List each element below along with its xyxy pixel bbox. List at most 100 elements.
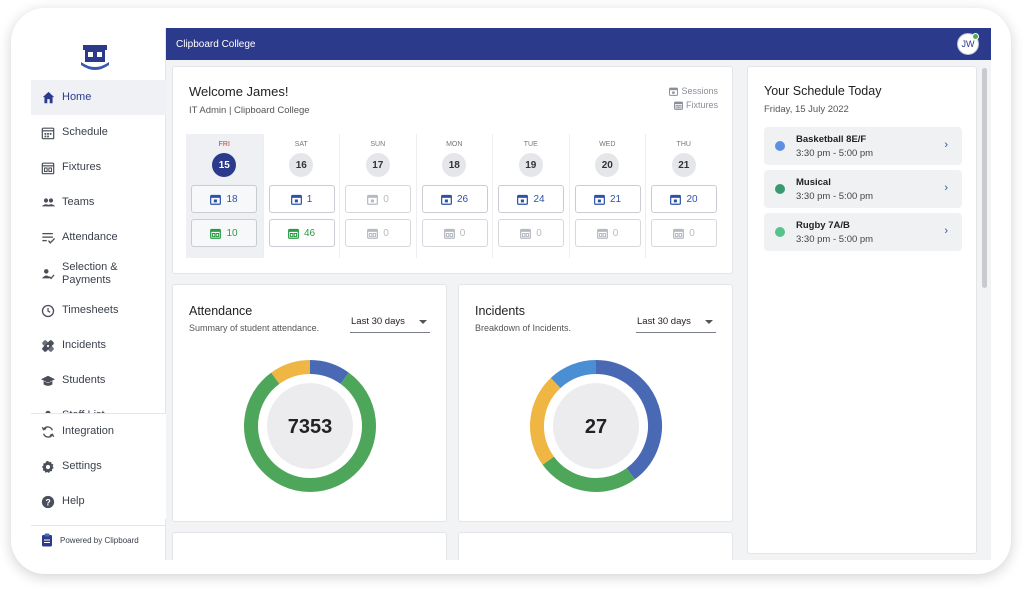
incidents-range-select[interactable]: Last 30 days [636,316,716,333]
bottom-card-left [172,532,447,560]
legend-sessions: Sessions [669,84,718,98]
fixtures-count: 46 [303,227,316,239]
chevron-right-icon: › [944,139,948,151]
clock-icon [40,303,56,319]
day-date[interactable]: 18 [442,153,467,177]
sidebar-item-help[interactable]: ? Help [31,484,166,519]
sessions-count: 24 [533,193,545,205]
schedule-event[interactable]: Rugby 7A/B 3:30 pm - 5:00 pm › [764,213,962,251]
donut-center [267,383,353,469]
fixtures-count-button[interactable]: 0 [498,219,564,247]
sidebar-item-label: Students [62,374,106,386]
sidebar-item-integration[interactable]: Integration [31,414,166,449]
home-icon [40,90,56,106]
donut-segment[interactable] [244,372,376,492]
sidebar-item-label: Home [62,91,92,103]
main-content: Welcome James! IT Admin | Clipboard Coll… [166,60,991,560]
sidebar-item-schedule[interactable]: Schedule [31,115,166,150]
fixtures-count-button[interactable]: 10 [191,219,257,247]
day-date[interactable]: 21 [671,153,696,177]
sidebar-item-fixtures[interactable]: Fixtures [31,150,166,185]
fixture-calendar-icon [596,228,608,239]
sidebar-nav: Home Schedule Fixtures Teams [31,80,166,433]
day-date[interactable]: 20 [595,153,620,177]
day-date[interactable]: 17 [365,153,390,177]
donut-segment[interactable] [595,360,662,480]
fixtures-count-button[interactable]: 0 [345,219,411,247]
sessions-count-button[interactable]: 21 [574,185,641,213]
chevron-right-icon: › [944,182,948,194]
week-calendar: FRI 15 18 10 SAT 16 1 46 SUN 17 0 0 MON 18 26 0 TUE 19 24 0… [186,134,722,258]
schedule-event[interactable]: Musical 3:30 pm - 5:00 pm › [764,170,962,208]
sessions-count-button[interactable]: 20 [651,185,717,213]
sidebar-item-students[interactable]: Students [31,363,166,398]
sessions-count-button[interactable]: 26 [421,185,488,213]
sidebar-item-attendance[interactable]: Attendance [31,220,166,255]
fixtures-count-button[interactable]: 0 [421,219,488,247]
day-of-week: SAT [294,141,308,148]
donut-total: 27 [585,416,607,438]
sidebar-item-home[interactable]: Home [31,80,166,115]
sidebar-item-incidents[interactable]: Incidents [31,328,166,363]
schedule-event[interactable]: Basketball 8E/F 3:30 pm - 5:00 pm › [764,127,962,165]
fixtures-count-button[interactable]: 0 [574,219,641,247]
incidents-subtitle: Breakdown of Incidents. [475,323,572,333]
incidents-card: Incidents Breakdown of Incidents. Last 3… [458,284,733,522]
selection-label-line2: Payments [62,274,111,286]
day-of-week: SUN [370,141,386,148]
sessions-count-button[interactable]: 24 [498,185,564,213]
fixtures-count-button[interactable]: 0 [651,219,717,247]
donut-segment[interactable] [542,456,635,492]
schedule-date: Friday, 15 July 2022 [764,104,849,115]
day-of-week: THU [676,141,691,148]
fixtures-count: 0 [383,227,389,239]
fixtures-count: 0 [459,227,466,239]
event-time: 3:30 pm - 5:00 pm [796,148,874,159]
attendance-range-select[interactable]: Last 30 days [350,316,430,333]
day-of-week: TUE [523,141,538,148]
donut-segment[interactable] [550,360,597,389]
sessions-count-button[interactable]: 1 [268,185,335,213]
sessions-count-button[interactable]: 18 [191,185,257,213]
content-scrollbar[interactable] [982,68,987,288]
bandage-icon [40,338,56,354]
sidebar-item-timesheets[interactable]: Timesheets [31,293,166,328]
donut-segment[interactable] [530,377,561,465]
sessions-count: 20 [686,193,698,205]
sidebar-divider [31,525,166,526]
donut-segment[interactable] [271,360,311,385]
session-calendar-icon [210,194,222,205]
app-header: Clipboard College JW [166,28,991,60]
sidebar-item-label: Integration [62,425,114,437]
calendar-day: FRI 15 18 10 [186,134,263,258]
attendance-subtitle: Summary of student attendance. [189,323,320,333]
group-icon [40,195,56,211]
sidebar-item-teams[interactable]: Teams [31,185,166,220]
day-date[interactable]: 16 [289,153,314,177]
sidebar-item-selection-payments[interactable]: Selection & Payments [31,255,166,293]
day-date[interactable]: 19 [518,153,543,177]
sessions-count: 18 [226,193,238,205]
selection-label-line1: Selection & [62,261,118,273]
avatar[interactable]: JW [957,33,979,55]
sidebar-item-label: Selection & Payments [62,261,118,287]
legend-sessions-label: Sessions [681,86,718,96]
avatar-initials: JW [961,39,975,49]
session-calendar-icon [440,194,452,205]
sessions-count-button[interactable]: 0 [345,185,411,213]
college-logo-icon [81,45,109,70]
event-color-dot [775,141,785,151]
day-of-week: FRI [218,141,230,148]
day-date[interactable]: 15 [212,153,237,177]
welcome-title: Welcome James! [189,84,289,99]
fixtures-count: 10 [226,227,238,239]
device-frame: Home Schedule Fixtures Teams [11,8,1011,574]
fixtures-count-button[interactable]: 46 [268,219,335,247]
sidebar-item-settings[interactable]: Settings [31,449,166,484]
sidebar-item-label: Attendance [62,231,118,243]
sidebar-item-label: Schedule [62,126,108,138]
attendance-title: Attendance [189,304,253,318]
donut-segment[interactable] [309,360,349,385]
calendar-day: SAT 16 1 46 [262,134,340,258]
fixtures-count: 0 [689,227,695,239]
